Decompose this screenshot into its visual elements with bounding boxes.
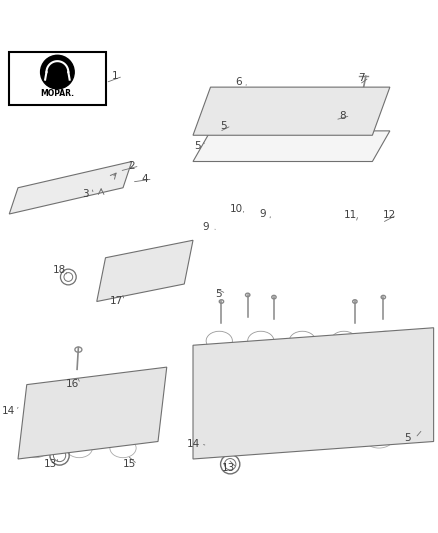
Text: 11: 11	[344, 210, 357, 220]
Text: 14: 14	[2, 406, 15, 416]
Text: MOPAR.: MOPAR.	[40, 89, 74, 98]
Text: 10: 10	[230, 204, 244, 214]
Text: 5: 5	[215, 289, 222, 298]
Polygon shape	[193, 328, 434, 459]
Text: 9: 9	[260, 209, 266, 219]
Text: 7: 7	[358, 72, 365, 83]
Text: 2: 2	[128, 161, 135, 171]
Text: 5: 5	[194, 141, 201, 151]
Text: 5: 5	[404, 433, 411, 443]
Polygon shape	[97, 240, 193, 302]
Text: 9: 9	[202, 222, 208, 232]
Polygon shape	[18, 367, 167, 459]
Polygon shape	[9, 161, 132, 214]
Ellipse shape	[60, 269, 76, 285]
Text: 18: 18	[53, 265, 66, 275]
Text: 13: 13	[44, 459, 57, 469]
Text: 8: 8	[339, 110, 346, 120]
Text: 17: 17	[110, 296, 123, 305]
Polygon shape	[193, 87, 390, 135]
Text: 14: 14	[187, 439, 200, 449]
Circle shape	[41, 55, 74, 89]
Polygon shape	[193, 131, 390, 161]
Text: 6: 6	[236, 77, 242, 87]
Text: 13: 13	[222, 463, 236, 473]
FancyBboxPatch shape	[9, 52, 106, 104]
Text: 4: 4	[141, 174, 148, 184]
Text: 12: 12	[382, 210, 396, 220]
Text: 5: 5	[220, 120, 227, 131]
Text: 1: 1	[112, 71, 118, 81]
Text: 3: 3	[82, 189, 89, 199]
Text: 15: 15	[123, 459, 136, 469]
Text: 16: 16	[66, 379, 79, 389]
